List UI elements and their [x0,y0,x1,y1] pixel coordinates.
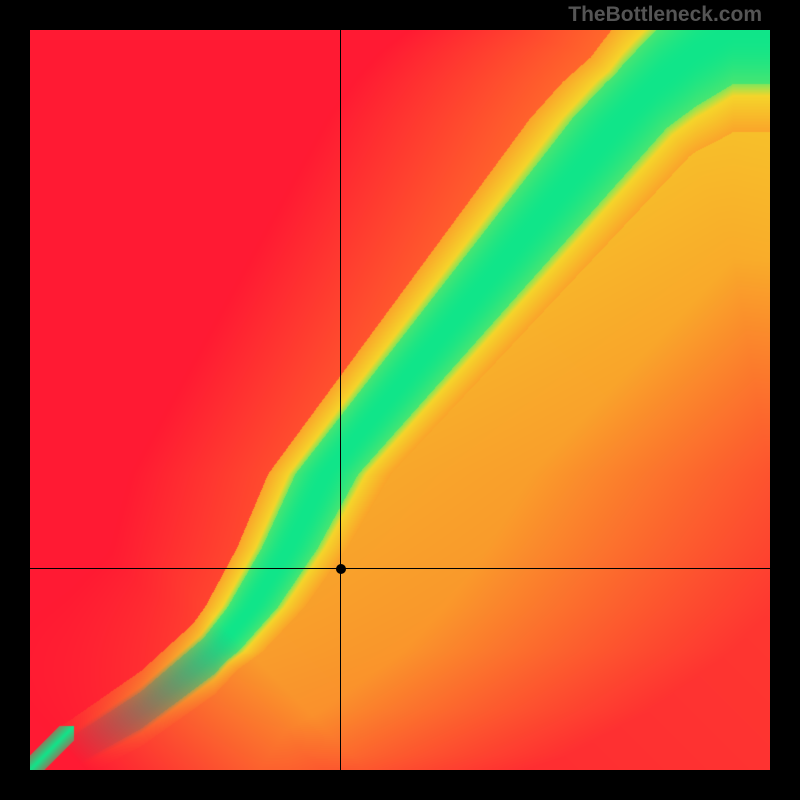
bottleneck-heatmap [30,30,770,770]
chart-container: { "watermark": { "text": "TheBottleneck.… [0,0,800,800]
crosshair-horizontal [30,568,770,569]
watermark-text: TheBottleneck.com [568,3,762,27]
crosshair-vertical [340,30,341,770]
selection-marker[interactable] [336,564,346,574]
